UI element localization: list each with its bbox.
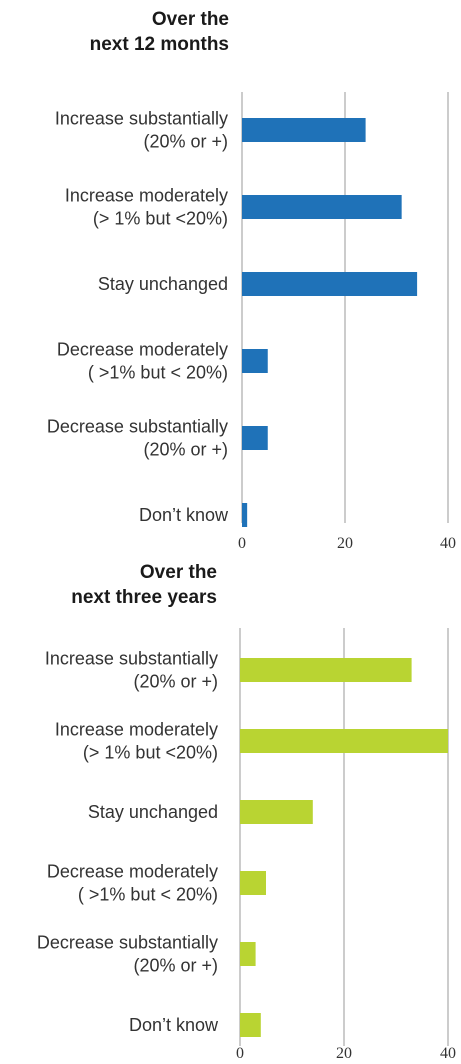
x-tick-label: 20	[336, 1045, 352, 1062]
category-label: (> 1% but <20%)	[83, 743, 218, 763]
category-label: (20% or +)	[133, 956, 218, 976]
category-label: Increase moderately	[65, 186, 228, 206]
bar	[240, 1013, 261, 1037]
x-tick-label: 20	[337, 535, 353, 552]
bar	[242, 503, 248, 527]
category-label: ( >1% but < 20%)	[88, 363, 228, 383]
category-label: Don’t know	[139, 505, 229, 525]
x-tick-label: 40	[440, 535, 456, 552]
chart-title-line-1: Over the	[140, 562, 217, 583]
category-label: (> 1% but <20%)	[93, 209, 228, 229]
category-label: Stay unchanged	[88, 802, 218, 822]
chart-title-line-2: next three years	[71, 587, 217, 608]
bar	[242, 349, 268, 373]
category-label: Don’t know	[129, 1015, 219, 1035]
x-tick-label: 0	[238, 535, 246, 552]
chart-title-line-2: next 12 months	[90, 34, 229, 55]
category-label: Increase substantially	[55, 109, 228, 129]
bar	[240, 942, 256, 966]
chart-panel-12-months: Over the next 12 months Increase substan…	[47, 9, 456, 552]
x-tick-label: 40	[440, 1045, 456, 1062]
bar	[240, 729, 448, 753]
category-label: Decrease substantially	[37, 933, 218, 953]
category-label: Increase substantially	[45, 649, 218, 669]
bar	[242, 272, 418, 296]
bar	[240, 800, 313, 824]
category-label: Decrease moderately	[47, 862, 218, 882]
bar	[242, 118, 366, 142]
category-label: ( >1% but < 20%)	[78, 885, 218, 905]
chart-title-line-1: Over the	[152, 9, 229, 30]
category-label: Decrease moderately	[57, 340, 228, 360]
category-label: (20% or +)	[133, 672, 218, 692]
category-label: Stay unchanged	[98, 274, 228, 294]
bar	[240, 658, 412, 682]
category-label: Decrease substantially	[47, 417, 228, 437]
x-tick-label: 0	[236, 1045, 244, 1062]
category-label: Increase moderately	[55, 720, 218, 740]
bar	[240, 871, 266, 895]
bar	[242, 426, 268, 450]
bar	[242, 195, 402, 219]
category-label: (20% or +)	[143, 132, 228, 152]
chart-panel-three-years: Over the next three years Increase subst…	[37, 562, 456, 1062]
category-label: (20% or +)	[143, 440, 228, 460]
